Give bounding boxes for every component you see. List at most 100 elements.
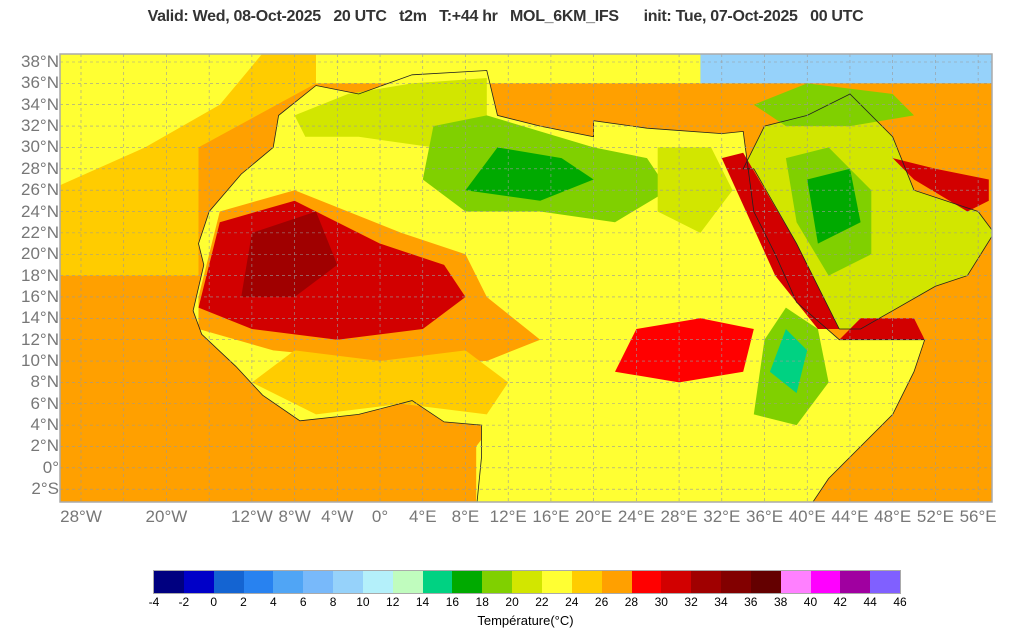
- latitude-label: 0°: [42, 457, 59, 477]
- sudan-hot-region: [615, 318, 754, 383]
- colorbar-tick-label: 20: [505, 595, 519, 609]
- colorbar-label: Température(°C): [477, 613, 574, 628]
- colorbar-swatch: [243, 571, 274, 593]
- colorbar-swatch: [691, 571, 722, 593]
- colorbar-tick-label: 38: [773, 595, 788, 609]
- colorbar-swatch: [661, 571, 692, 593]
- colorbar-tick-label: 28: [624, 595, 639, 609]
- latitude-label: 26°N: [21, 180, 59, 200]
- colorbar-tick-label: 4: [270, 595, 277, 609]
- latitude-label: 38°N: [21, 52, 59, 71]
- colorbar-swatch: [541, 571, 572, 593]
- colorbar-swatch: [362, 571, 393, 593]
- colorbar-swatch: [213, 571, 244, 593]
- map-frame: [59, 53, 993, 503]
- colorbar-tick-label: 6: [299, 595, 307, 609]
- colorbar-tick-label: 18: [475, 595, 489, 609]
- latitude-label: 28°N: [21, 158, 59, 178]
- colorbar-tick-label: 32: [684, 595, 698, 609]
- colorbar-tick-label: 34: [714, 595, 728, 609]
- colorbar-tick-label: 0: [210, 595, 218, 609]
- longitude-label: 32°E: [703, 507, 741, 526]
- longitude-label: 12°W: [230, 507, 273, 526]
- north-atlantic-region: [60, 54, 263, 186]
- colorbar-tick-label: 30: [654, 595, 668, 609]
- colorbar-tick-label: -2: [178, 595, 190, 609]
- longitude-label: 24°E: [617, 507, 655, 526]
- latitude-label: 6°N: [30, 393, 59, 413]
- longitude-label: 20°W: [145, 507, 188, 526]
- colorbar-tick-label: 8: [329, 595, 337, 609]
- colorbar-tick-label: 2: [240, 595, 247, 609]
- colorbar-tick-label: 42: [833, 595, 847, 609]
- latitude-label: 10°N: [21, 351, 59, 371]
- colorbar-tick-label: 14: [415, 595, 430, 609]
- colorbar-swatch: [452, 571, 483, 593]
- latitude-label: 32°N: [21, 116, 59, 136]
- colorbar-swatch: [810, 571, 841, 593]
- latitude-label: 16°N: [21, 286, 59, 306]
- colorbar-swatch: [512, 571, 542, 593]
- colorbar-tick-label: -4: [148, 595, 160, 609]
- colorbar-swatch: [721, 571, 751, 593]
- colorbar-swatch: [333, 571, 363, 593]
- longitude-label: 8°W: [278, 507, 311, 526]
- colorbar-swatch: [154, 571, 184, 593]
- latitude-label: 34°N: [21, 94, 59, 114]
- colorbar-swatch: [870, 571, 901, 593]
- colorbar-swatch: [392, 571, 423, 593]
- colorbar-swatch: [840, 571, 871, 593]
- colorbar-tick-label: 22: [535, 595, 549, 609]
- colorbar-swatch: [482, 571, 513, 593]
- map-title: Valid: Wed, 08-Oct-2025 20 UTC t2m T:+44…: [147, 8, 864, 25]
- colorbar-swatch: [780, 571, 811, 593]
- colorbar: [153, 570, 901, 594]
- longitude-label: 44°E: [831, 507, 869, 526]
- latitude-label: 12°N: [21, 329, 59, 349]
- colorbar-tick-label: 46: [893, 595, 907, 609]
- egypt-region: [657, 147, 733, 233]
- colorbar-tick-label: 44: [863, 595, 877, 609]
- colorbar-swatch: [571, 571, 602, 593]
- longitude-label: 28°E: [660, 507, 698, 526]
- gulf-of-aden-region: [839, 318, 925, 340]
- longitude-label: 4°W: [321, 507, 354, 526]
- latitude-label: 14°N: [21, 308, 59, 328]
- latitude-label: 22°N: [21, 222, 59, 242]
- latitude-label: 2°S: [31, 479, 59, 499]
- persian-gulf-region: [892, 158, 989, 212]
- longitude-label: 52°E: [916, 507, 954, 526]
- longitude-label: 48°E: [874, 507, 912, 526]
- colorbar-swatch: [422, 571, 453, 593]
- colorbar-swatch: [183, 571, 214, 593]
- arabia-green-region: [807, 168, 861, 244]
- latitude-label: 36°N: [21, 73, 59, 93]
- colorbar-tick-label: 24: [565, 595, 579, 609]
- colorbar-swatch: [631, 571, 662, 593]
- longitude-label: 56°E: [959, 507, 997, 526]
- longitude-label: 12°E: [489, 507, 527, 526]
- colorbar-swatch: [273, 571, 304, 593]
- longitude-label: 28°W: [60, 507, 102, 526]
- colorbar-tick-label: 10: [356, 595, 370, 609]
- colorbar-tick-label: 36: [744, 595, 758, 609]
- longitude-label: 0°: [371, 507, 389, 526]
- colorbar-tick-label: 40: [803, 595, 818, 609]
- longitude-label: 4°E: [408, 507, 437, 526]
- longitude-label: 40°E: [788, 507, 826, 526]
- longitude-label: 20°E: [575, 507, 613, 526]
- latitude-label: 30°N: [21, 137, 59, 157]
- longitude-label: 36°E: [745, 507, 784, 526]
- latitude-label: 2°N: [30, 436, 59, 456]
- longitude-label: 8°E: [451, 507, 480, 526]
- latitude-label: 18°N: [21, 265, 59, 285]
- colorbar-tick-label: 12: [386, 595, 400, 609]
- colorbar-swatch: [303, 571, 334, 593]
- arabia-coastline: [742, 93, 992, 330]
- latitude-label: 20°N: [21, 244, 59, 264]
- longitude-label: 16°E: [532, 507, 570, 526]
- central-sahara-region: [465, 147, 594, 201]
- congo-region: [476, 403, 698, 502]
- latitude-label: 8°N: [30, 372, 59, 392]
